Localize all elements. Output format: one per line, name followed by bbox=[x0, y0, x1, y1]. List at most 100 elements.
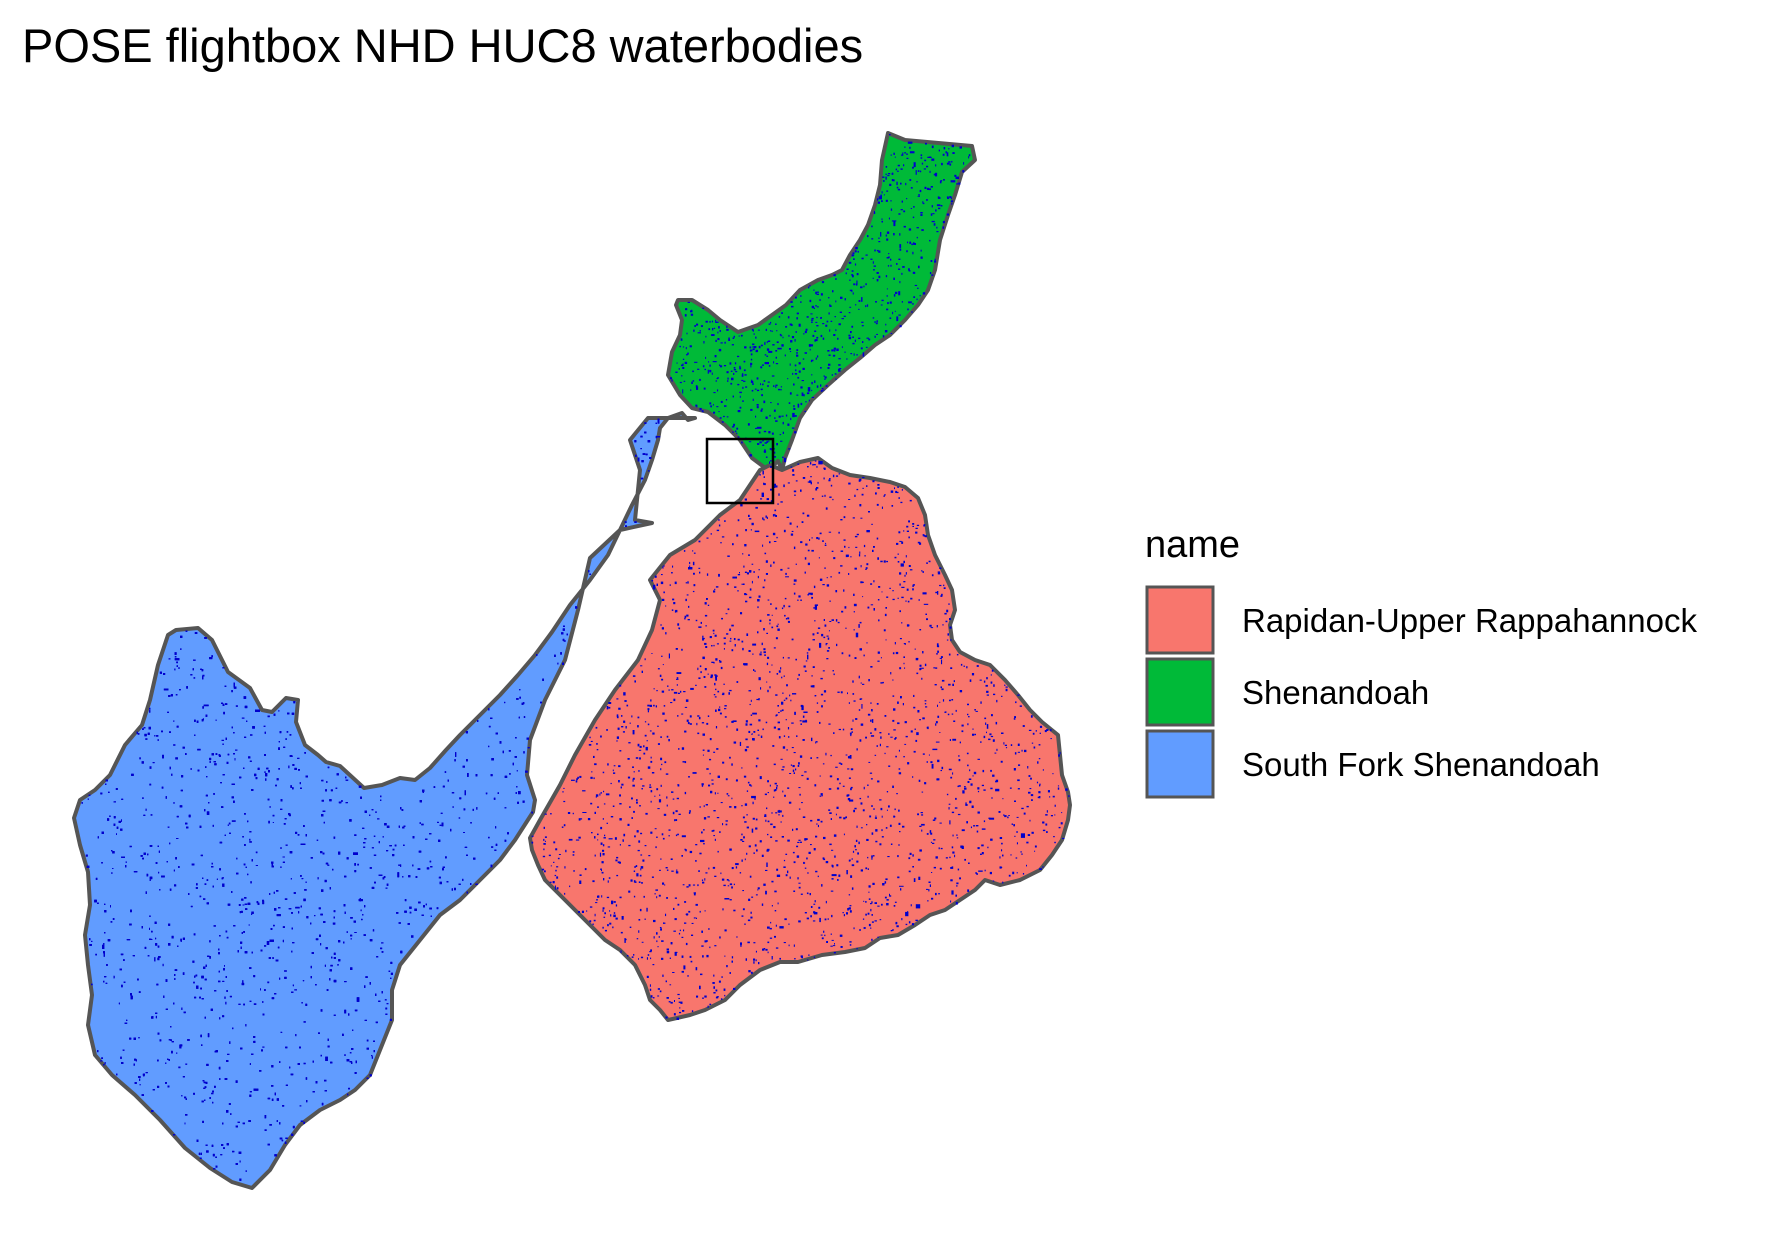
waterbody-speck bbox=[981, 852, 984, 855]
waterbody-speck bbox=[912, 866, 914, 868]
waterbody-speck bbox=[794, 364, 797, 367]
waterbody-speck bbox=[936, 226, 938, 229]
waterbody-speck bbox=[741, 915, 744, 917]
waterbody-speck bbox=[848, 702, 850, 704]
waterbody-speck bbox=[867, 795, 869, 798]
waterbody-speck bbox=[870, 927, 872, 929]
waterbody-speck bbox=[757, 575, 759, 579]
waterbody-speck bbox=[945, 857, 948, 859]
waterbody-speck bbox=[708, 867, 710, 870]
waterbody-speck bbox=[820, 677, 823, 680]
waterbody-speck bbox=[563, 824, 566, 827]
waterbody-speck bbox=[751, 328, 754, 331]
waterbody-speck bbox=[890, 930, 893, 932]
waterbody-speck bbox=[950, 639, 952, 641]
waterbody-speck bbox=[684, 617, 686, 620]
waterbody-speck bbox=[806, 917, 809, 920]
waterbody-speck bbox=[616, 698, 619, 700]
waterbody-speck bbox=[612, 769, 614, 772]
waterbody-speck bbox=[669, 377, 672, 380]
waterbody-speck bbox=[849, 859, 851, 862]
waterbody-speck bbox=[958, 785, 961, 787]
waterbody-speck bbox=[919, 664, 922, 667]
waterbody-speck bbox=[742, 373, 744, 375]
waterbody-speck bbox=[971, 673, 975, 676]
waterbody-speck bbox=[855, 718, 858, 720]
waterbody-speck bbox=[776, 874, 781, 877]
waterbody-speck bbox=[891, 220, 897, 222]
waterbody-speck bbox=[907, 600, 910, 603]
waterbody-speck bbox=[939, 181, 942, 184]
waterbody-speck bbox=[736, 681, 739, 683]
waterbody-speck bbox=[1034, 850, 1036, 852]
waterbody-speck bbox=[736, 728, 739, 731]
waterbody-speck bbox=[788, 605, 791, 608]
waterbody-speck bbox=[773, 826, 776, 829]
waterbody-speck bbox=[882, 335, 885, 338]
waterbody-speck bbox=[732, 431, 734, 433]
waterbody-speck bbox=[704, 642, 707, 645]
waterbody-speck bbox=[707, 604, 710, 606]
waterbody-speck bbox=[868, 923, 871, 927]
waterbody-speck bbox=[814, 604, 818, 606]
waterbody-speck bbox=[937, 704, 938, 707]
waterbody-speck bbox=[909, 852, 912, 855]
waterbody-speck bbox=[1058, 826, 1061, 829]
waterbody-speck bbox=[772, 344, 775, 346]
waterbody-speck bbox=[776, 868, 779, 871]
waterbody-speck bbox=[949, 196, 952, 199]
waterbody-speck bbox=[865, 346, 868, 348]
waterbody-speck bbox=[918, 194, 920, 196]
waterbody-speck bbox=[871, 719, 874, 723]
waterbody-speck bbox=[1012, 871, 1015, 875]
waterbody-speck bbox=[795, 828, 798, 831]
waterbody-speck bbox=[799, 720, 802, 722]
waterbody-speck bbox=[701, 783, 704, 786]
waterbody-speck bbox=[670, 1001, 673, 1004]
waterbody-speck bbox=[733, 883, 735, 886]
waterbody-speck bbox=[737, 383, 740, 386]
waterbody-speck bbox=[888, 733, 890, 735]
waterbody-speck bbox=[860, 347, 863, 350]
waterbody-speck bbox=[773, 726, 776, 729]
waterbody-speck bbox=[920, 667, 922, 670]
waterbody-speck bbox=[797, 765, 800, 767]
waterbody-speck bbox=[715, 319, 717, 322]
waterbody-speck bbox=[682, 761, 685, 763]
waterbody-speck bbox=[700, 621, 702, 624]
waterbody-speck bbox=[763, 648, 766, 651]
waterbody-speck bbox=[860, 827, 863, 829]
waterbody-speck bbox=[935, 856, 938, 859]
waterbody-speck bbox=[848, 907, 851, 910]
waterbody-speck bbox=[867, 912, 870, 915]
waterbody-speck bbox=[719, 706, 721, 708]
waterbody-speck bbox=[674, 581, 677, 585]
waterbody-speck bbox=[859, 551, 861, 554]
waterbody-speck bbox=[782, 814, 784, 817]
waterbody-speck bbox=[884, 715, 887, 717]
waterbody-speck bbox=[803, 394, 805, 397]
waterbody-speck bbox=[776, 536, 778, 539]
waterbody-speck bbox=[696, 722, 698, 726]
waterbody-speck bbox=[662, 837, 665, 840]
waterbody-speck bbox=[884, 896, 887, 899]
waterbody-speck bbox=[1017, 751, 1020, 753]
waterbody-speck bbox=[715, 339, 717, 342]
waterbody-speck bbox=[677, 784, 680, 787]
waterbody-speck bbox=[544, 840, 546, 842]
waterbody-speck bbox=[935, 723, 937, 726]
waterbody-speck bbox=[774, 935, 776, 938]
waterbody-speck bbox=[894, 556, 897, 559]
waterbody-speck bbox=[844, 545, 846, 548]
waterbody-speck bbox=[597, 806, 599, 808]
waterbody-speck bbox=[774, 417, 776, 419]
waterbody-speck bbox=[769, 784, 771, 787]
waterbody-speck bbox=[728, 692, 730, 695]
waterbody-speck bbox=[670, 858, 673, 860]
waterbody-speck bbox=[675, 871, 679, 874]
waterbody-speck bbox=[678, 627, 681, 630]
waterbody-speck bbox=[775, 694, 778, 696]
waterbody-speck bbox=[714, 588, 716, 590]
waterbody-speck bbox=[692, 370, 694, 373]
waterbody-speck bbox=[726, 793, 729, 795]
